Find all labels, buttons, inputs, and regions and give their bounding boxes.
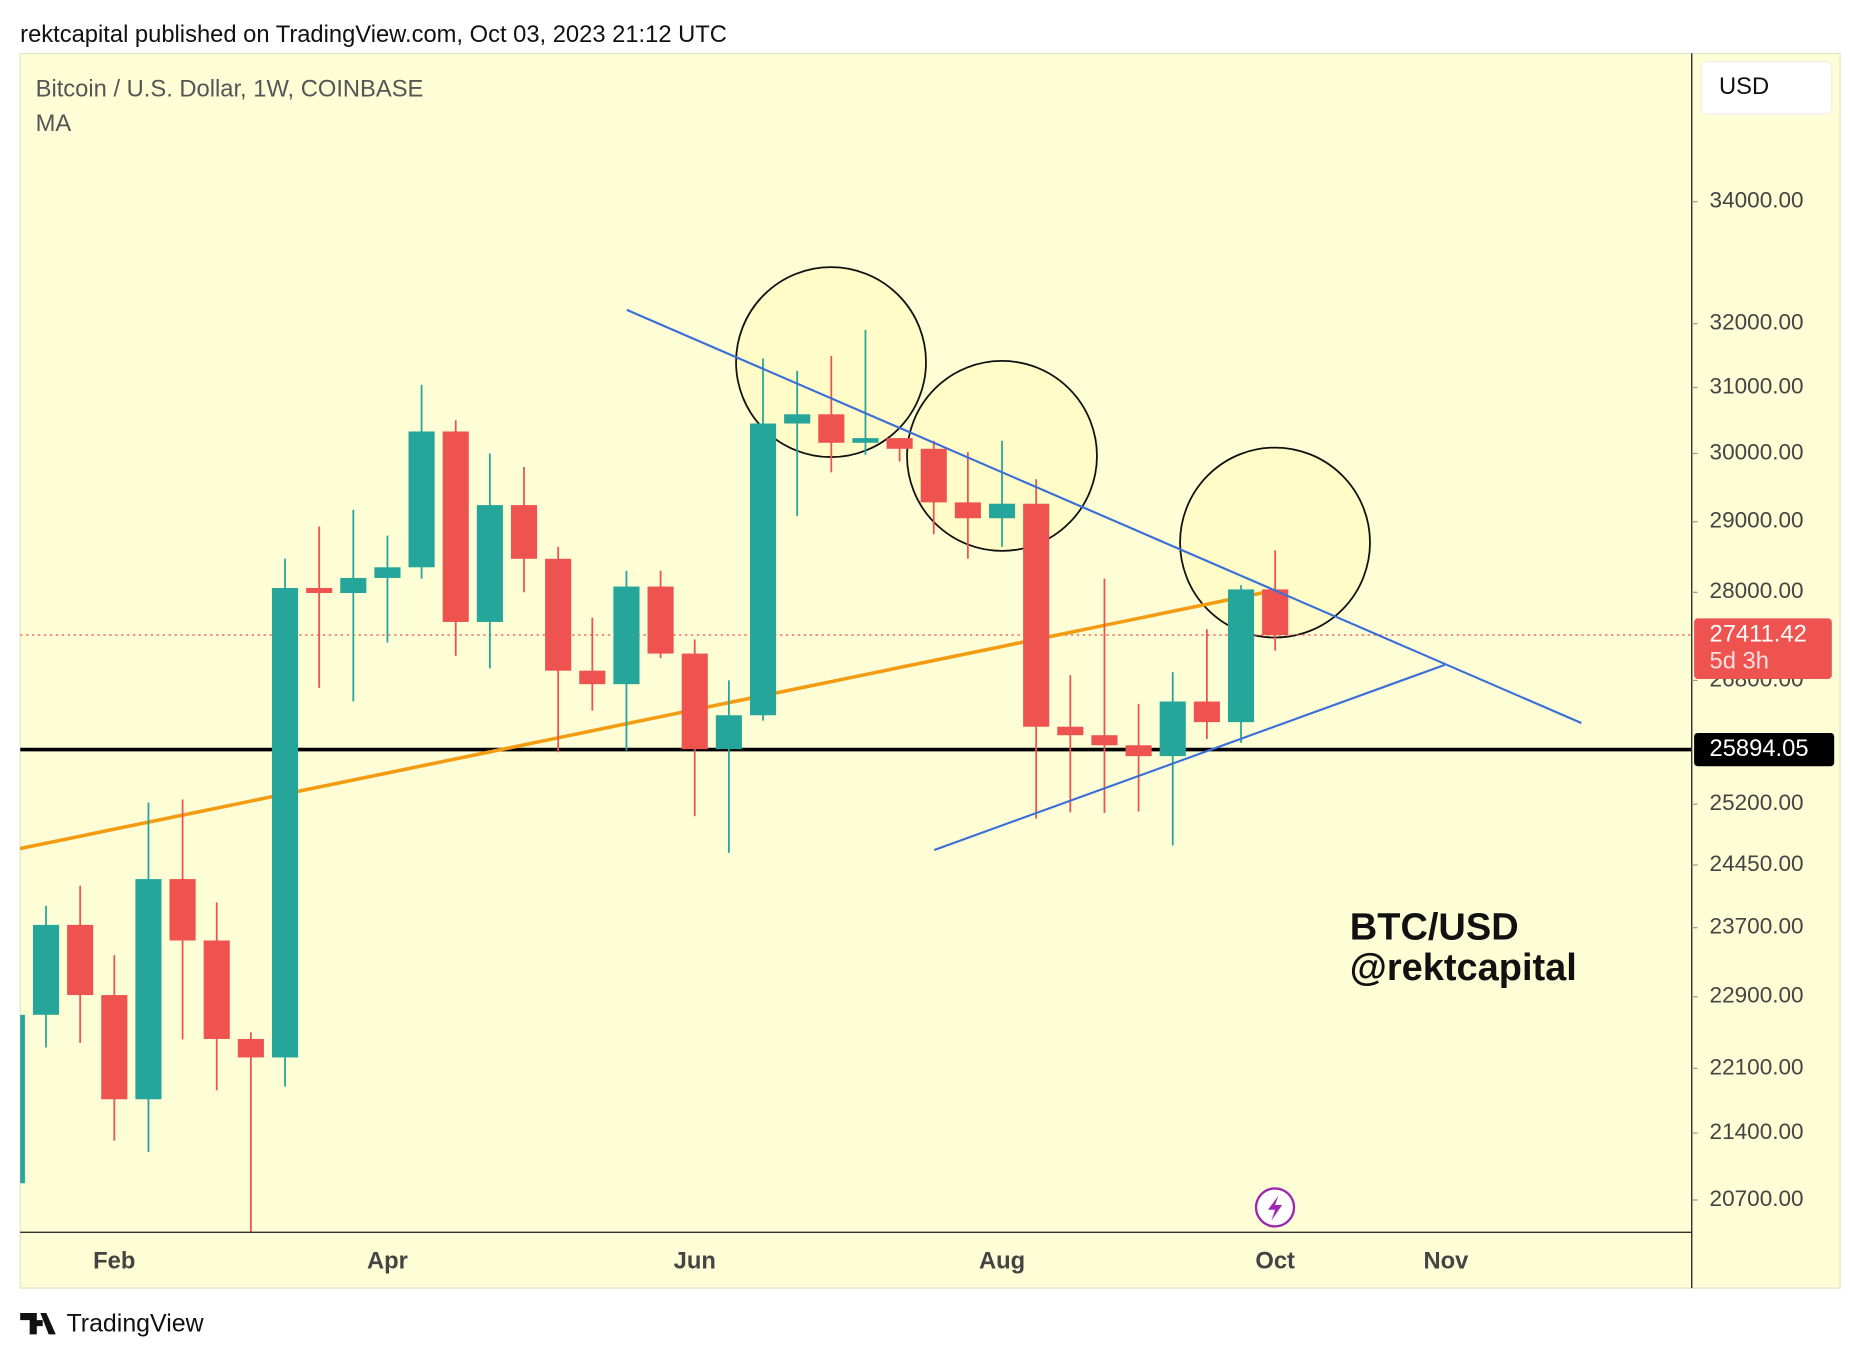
y-tick-label: 34000.00 (1710, 188, 1804, 213)
watermark: @rektcapital (1350, 947, 1577, 989)
y-tick-label: 23700.00 (1710, 914, 1804, 939)
trend-line (626, 308, 1582, 724)
candle-body (818, 414, 845, 443)
candle-body (135, 879, 162, 1100)
candle-body (1193, 701, 1220, 723)
ma-line (20, 588, 1276, 851)
y-tick-label: 32000.00 (1710, 310, 1804, 335)
candle-body (1091, 735, 1118, 746)
candle-body (1057, 726, 1084, 736)
y-tick-label: 21400.00 (1710, 1119, 1804, 1144)
y-tick-label: 31000.00 (1710, 373, 1804, 398)
y-tick-label: 29000.00 (1710, 508, 1804, 533)
y-tick-label: 20700.00 (1710, 1186, 1804, 1211)
event-icon-bolt (1267, 1195, 1283, 1221)
candle-body (306, 587, 333, 594)
candle-body (852, 438, 879, 443)
candle-body (579, 670, 606, 685)
candle-body (715, 715, 742, 750)
y-tick-label: 30000.00 (1710, 439, 1804, 464)
price-axis: 34000.00 32000.00 31000.00 30000.00 29000.00… (1691, 188, 1835, 1211)
symbol-title: Bitcoin / U.S. Dollar, 1W, COINBASE (36, 76, 424, 102)
x-tick-label: Oct (1255, 1248, 1295, 1274)
y-tick-label: 28000.00 (1710, 578, 1804, 603)
watermark: BTC/USD (1350, 907, 1519, 949)
currency-label: USD (1719, 74, 1769, 100)
candle-body (237, 1038, 264, 1058)
candle-body (442, 431, 469, 622)
y-tick-label: 25200.00 (1710, 790, 1804, 815)
candle-body (749, 423, 777, 716)
y-tick-label: 24450.00 (1710, 851, 1804, 876)
plot-area (20, 266, 1692, 1233)
candle-body (169, 879, 196, 941)
y-tick-label: 22100.00 (1710, 1054, 1804, 1079)
level-badge (1694, 732, 1835, 767)
candle-body (1262, 589, 1289, 636)
candle-body (101, 995, 128, 1100)
footer-brand: TradingView (66, 1310, 204, 1338)
candle-body (1159, 701, 1186, 757)
candle-body (476, 505, 503, 622)
candle-body (1125, 745, 1152, 757)
candle-body (408, 431, 435, 568)
last-price-badge (1694, 618, 1832, 679)
candle-body (203, 940, 230, 1039)
tv-logo-mark (20, 1313, 56, 1335)
x-tick-label: Nov (1423, 1248, 1469, 1274)
candle-body (1227, 589, 1255, 723)
candle-body (954, 502, 981, 519)
candle-body (647, 586, 674, 654)
countdown-label: 5d 3h (1710, 649, 1769, 675)
currency-button[interactable] (1700, 61, 1833, 115)
indicator-name: MA (36, 111, 72, 137)
x-tick-label: Apr (367, 1248, 408, 1274)
candle-body (920, 448, 947, 503)
candle-body (20, 1014, 25, 1184)
candle-body (1023, 503, 1050, 727)
candle-body (613, 586, 640, 685)
x-tick-label: Aug (979, 1248, 1025, 1274)
trend-line (933, 663, 1446, 852)
candle-body (510, 505, 538, 559)
candle-body (545, 558, 572, 671)
candle-body (67, 924, 94, 996)
candle-body (886, 438, 913, 449)
series-layer (20, 329, 1692, 1233)
candle-body (374, 567, 401, 578)
level-label: 25894.05 (1710, 736, 1809, 762)
publish-header: rektcapital published on TradingView.com… (20, 22, 727, 48)
candle-body (340, 577, 367, 594)
x-tick-label: Feb (93, 1248, 135, 1274)
chart-background (19, 52, 1841, 1289)
candle-body (784, 414, 811, 424)
last-price-label: 27411.42 (1710, 621, 1807, 647)
x-tick-label: Jun (674, 1248, 716, 1274)
candle-body (32, 924, 60, 1015)
y-tick-label: 22900.00 (1710, 983, 1804, 1008)
candle-body (988, 503, 1016, 519)
candle-body (271, 587, 299, 1058)
tv-logo (20, 1313, 56, 1335)
candle-body (681, 653, 708, 750)
